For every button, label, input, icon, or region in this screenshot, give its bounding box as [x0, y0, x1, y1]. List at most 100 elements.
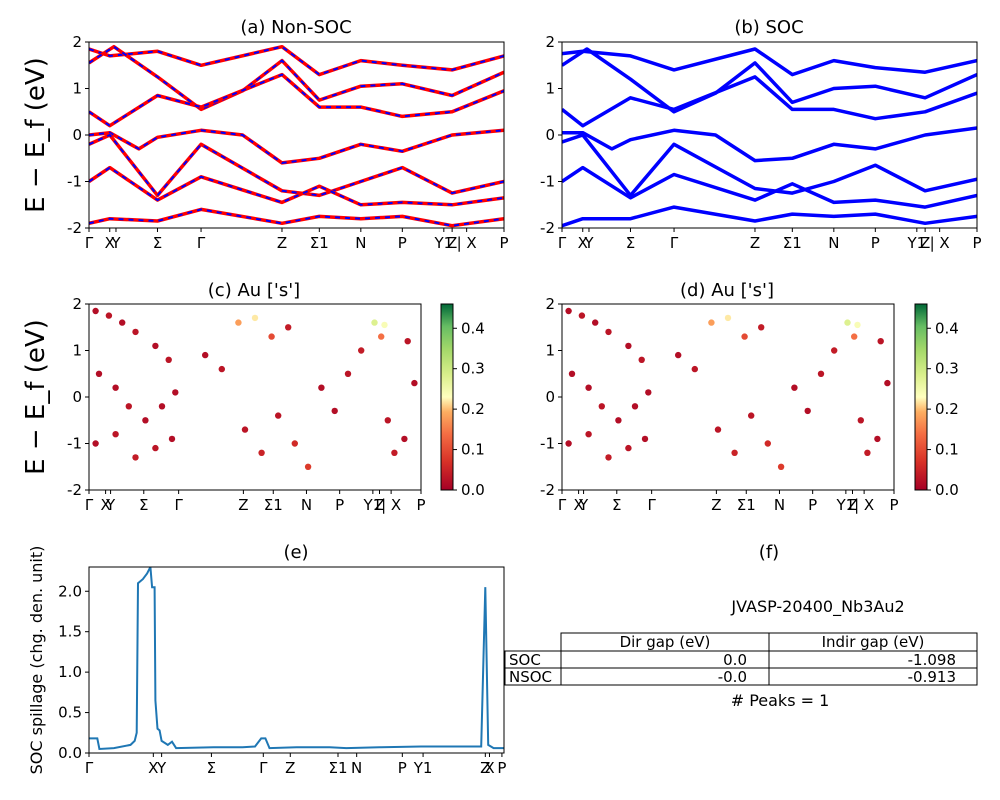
xtick-label-2: Y [583, 234, 594, 252]
cb-tick-label-1: 0.1 [935, 441, 959, 459]
proj-point-38 [411, 379, 418, 387]
xtick-label-3: Σ [612, 496, 621, 514]
proj-point-33 [381, 321, 388, 329]
colorbar-d: 0.0 0.1 0.2 0.3 0.4 [914, 303, 959, 499]
proj-point-25 [275, 412, 282, 419]
proj-point-24 [258, 449, 265, 456]
proj-point-39 [404, 338, 411, 345]
ytick-label-0: -2 [67, 219, 82, 237]
proj-point-24 [731, 449, 738, 456]
proj-point-19 [708, 319, 715, 326]
proj-point-10 [158, 403, 166, 410]
ytick-label-1: -1 [67, 173, 82, 191]
proj-point-15 [152, 444, 159, 452]
xtick-label-4: Γ [670, 234, 679, 252]
xtick-label-0: Γ [558, 496, 567, 514]
xtick-label-8: P [871, 234, 880, 252]
xtick-label-8: P [335, 496, 344, 514]
xtick-label-2: Y [578, 496, 589, 514]
xtick-label-11: | X [457, 234, 477, 252]
proj-point-12 [565, 440, 572, 447]
band-dash-3 [89, 129, 504, 164]
proj-point-1 [578, 312, 586, 319]
proj-point-36 [864, 449, 871, 456]
table-cell-nsoc-indir: -0.913 [908, 668, 956, 686]
proj-point-21 [741, 333, 748, 340]
ytick-label-0: 0.0 [58, 744, 82, 762]
proj-point-38 [884, 379, 891, 387]
proj-point-20 [724, 314, 732, 322]
proj-point-17 [675, 351, 682, 359]
cb-tick-label-4: 0.4 [935, 319, 959, 337]
proj-point-2 [119, 319, 126, 326]
band-line-6 [89, 207, 504, 228]
xtick-label-7: N [355, 234, 366, 252]
ytick-label-3: 1 [545, 80, 555, 98]
proj-point-5 [165, 356, 172, 363]
proj-point-27 [304, 463, 312, 470]
proj-point-14 [132, 454, 139, 461]
table-cell-soc-dir: 0.0 [723, 651, 747, 669]
ytick-label-4: 2 [545, 33, 555, 51]
band-line-3 [89, 128, 504, 165]
ytick-label-4: 2 [72, 33, 82, 51]
xtick-label-0: Γ [85, 759, 94, 777]
xtick-label-2: Y [105, 496, 116, 514]
xtick-label-11: | X [854, 496, 874, 514]
xtick-label-0: Γ [85, 234, 94, 252]
ylabel-row1: E − E_f (eV) [21, 57, 51, 213]
proj-point-30 [344, 370, 352, 377]
xtick-label-0: Γ [558, 234, 567, 252]
proj-point-9 [142, 417, 149, 424]
xtick-label-1: X [148, 759, 158, 777]
proj-point-18 [691, 365, 698, 373]
ylabel-row2: E − E_f (eV) [21, 319, 51, 475]
table-row-label-nsoc: NSOC [509, 668, 552, 686]
xtick-label-2: Y [110, 234, 121, 252]
ytick-label-1: -1 [540, 173, 555, 191]
proj-point-16 [168, 435, 176, 443]
proj-point-36 [391, 449, 398, 456]
xtick-label-5: Z [238, 496, 248, 514]
proj-point-9 [615, 417, 622, 424]
gap-table: JVASP-20400_Nb3Au2 Dir gap (eV) Indir ga… [504, 597, 978, 710]
proj-point-25 [748, 412, 755, 419]
proj-point-14 [605, 454, 612, 461]
proj-point-37 [401, 435, 408, 443]
proj-point-13 [112, 431, 119, 438]
xtick-label-9: Y1 [363, 496, 383, 514]
xtick-label-4: Γ [174, 496, 183, 514]
xtick-label-4: Γ [647, 496, 656, 514]
xtick-label-10: Z [480, 759, 490, 777]
band-line-2 [562, 75, 977, 128]
proj-point-12 [92, 440, 99, 447]
ytick-label-4: 2 [545, 295, 555, 313]
table-col-indir: Indir gap (eV) [822, 633, 925, 651]
proj-point-2 [592, 319, 599, 326]
proj-point-23 [241, 426, 249, 433]
xtick-label-3: Σ [626, 234, 635, 252]
proj-point-18 [218, 365, 225, 373]
xtick-label-0: Γ [85, 496, 94, 514]
band-dash-2 [89, 73, 504, 127]
proj-point-15 [625, 444, 632, 452]
ytick-label-1: 0.5 [58, 704, 82, 722]
xtick-label-9: Y1 [413, 759, 433, 777]
ytick-label-1: -1 [540, 435, 555, 453]
panel-title-b: (b) SOC [734, 17, 803, 38]
proj-point-26 [764, 440, 771, 447]
proj-point-4 [625, 342, 632, 350]
panel-title-a: (a) Non-SOC [240, 17, 351, 38]
xtick-label-6: Σ1 [264, 496, 283, 514]
xtick-label-1: X [573, 496, 583, 514]
proj-point-6 [95, 370, 103, 377]
proj-point-27 [777, 463, 785, 470]
table-title: JVASP-20400_Nb3Au2 [730, 597, 904, 617]
band-dash-1 [89, 45, 504, 111]
xtick-label-3: Σ [139, 496, 148, 514]
proj-point-34 [378, 333, 385, 340]
ytick-label-2: 0 [72, 388, 82, 406]
cb-tick-label-1: 0.1 [461, 441, 485, 459]
proj-point-31 [358, 347, 365, 354]
proj-point-39 [877, 338, 884, 345]
